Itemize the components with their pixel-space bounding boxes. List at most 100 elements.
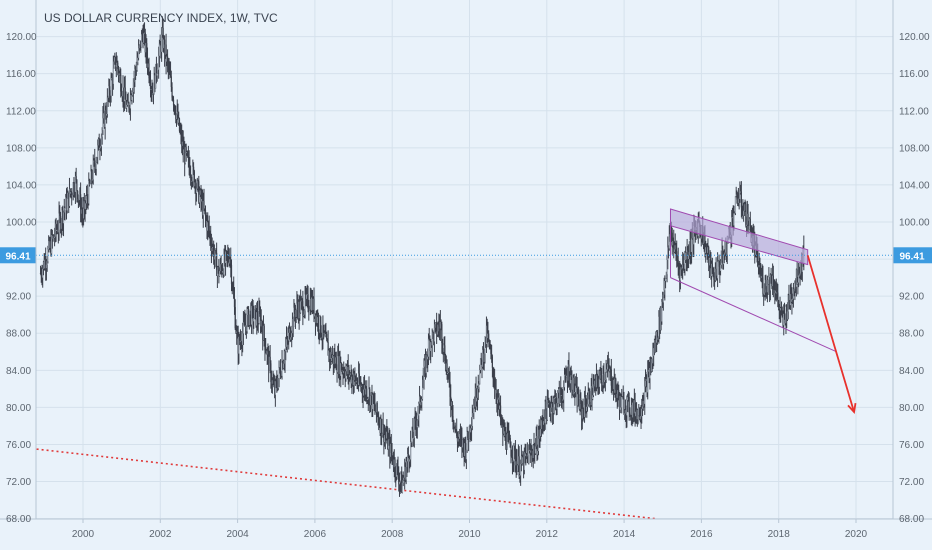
candle-body [418, 403, 420, 416]
candle-body [760, 271, 762, 278]
candle-body [616, 393, 618, 398]
y-tick-label-left: 92.00 [6, 292, 31, 303]
candle-body [365, 388, 367, 395]
candle-body [690, 240, 692, 252]
candle-body [65, 197, 67, 208]
candle-body [448, 371, 450, 383]
candle-body [416, 420, 418, 428]
forecast-arrow-line [806, 255, 855, 413]
candle-body [71, 191, 73, 196]
candle-body [293, 307, 295, 327]
candle-body [546, 400, 548, 420]
candle-body [459, 434, 462, 437]
candle-body [328, 350, 330, 356]
y-tick-label-left: 72.00 [6, 477, 31, 488]
x-axis-band [0, 519, 932, 550]
candle-body [248, 308, 250, 326]
candle-body [550, 407, 552, 414]
candle-body [674, 245, 676, 250]
candle-body [704, 235, 706, 254]
candle-body [118, 73, 120, 76]
candle-body [316, 315, 318, 324]
candle-body [745, 224, 748, 226]
x-tick-label: 2012 [536, 529, 559, 540]
candle-body [436, 331, 438, 335]
candle-body [153, 75, 155, 95]
candle-body [424, 360, 426, 367]
candle-body [484, 336, 486, 354]
candle-body [763, 292, 766, 295]
candle-body [462, 439, 464, 448]
candle-body [268, 356, 271, 371]
candle-body [496, 399, 499, 404]
candle-body [541, 420, 543, 422]
candle-body [604, 379, 606, 383]
candle-body [645, 379, 647, 382]
candle-body [341, 370, 343, 372]
candle-body [215, 250, 217, 253]
candle-body [96, 157, 98, 163]
candle-body [186, 152, 188, 154]
candle-body [155, 64, 158, 76]
candle-body [384, 435, 386, 442]
candle-body [248, 314, 250, 326]
candle-body [519, 475, 521, 477]
candle-body [758, 265, 760, 268]
candle-body [722, 249, 724, 265]
candle-body [770, 274, 772, 283]
y-tick-label-left: 104.00 [6, 180, 37, 191]
candle-body [503, 427, 505, 437]
candle-body [304, 294, 306, 311]
candle-body [170, 76, 172, 87]
candle-body [44, 259, 46, 269]
candle-body [570, 375, 572, 377]
candle-body [540, 428, 542, 437]
candle-body [69, 188, 71, 194]
candle-body [624, 410, 627, 414]
candle-body [689, 240, 691, 252]
candle-body [276, 381, 278, 387]
candle-body [458, 438, 460, 440]
candle-body [387, 440, 389, 449]
candle-body [419, 396, 421, 406]
candle-body [463, 445, 465, 457]
candle-body [468, 426, 470, 439]
candle-body [595, 375, 598, 388]
candle-body [714, 268, 716, 281]
candle-body [407, 454, 410, 457]
candle-body [167, 61, 169, 69]
candle-body [477, 387, 479, 390]
candle-body [659, 307, 661, 330]
candle-body [147, 63, 149, 68]
candle-body [282, 363, 285, 369]
candle-body [318, 330, 320, 333]
candle-body [759, 265, 761, 272]
candle-body [748, 218, 751, 230]
candle-body [632, 402, 634, 418]
candle-body [421, 387, 424, 400]
candle-body [380, 419, 382, 433]
candle-body [169, 68, 171, 75]
candle-body [557, 392, 559, 404]
candle-body [226, 251, 228, 256]
candles [39, 16, 805, 497]
candle-body [65, 197, 68, 211]
candle-body [431, 331, 433, 346]
candle-body [516, 461, 518, 471]
candle-body [189, 166, 191, 177]
candle-body [515, 461, 517, 466]
candle-body [456, 430, 458, 437]
candle-body [618, 398, 621, 410]
candle-body [146, 57, 149, 68]
candle-body [614, 378, 616, 393]
candle-body [59, 216, 62, 229]
candle-body [45, 264, 48, 269]
y-tick-label-left: 76.00 [6, 440, 31, 451]
candle-body [181, 141, 184, 146]
candle-body [340, 363, 343, 372]
candle-body [126, 101, 129, 105]
candle-body [182, 141, 184, 153]
candle-body [184, 149, 186, 164]
candle-body [375, 403, 378, 413]
